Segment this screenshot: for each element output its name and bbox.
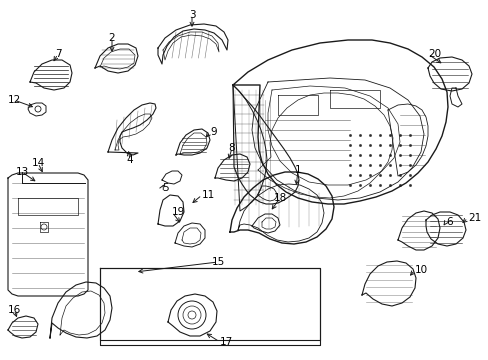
Text: 16: 16: [7, 305, 20, 315]
Text: 9: 9: [209, 127, 216, 137]
Text: 15: 15: [211, 257, 224, 267]
Text: 19: 19: [172, 207, 185, 217]
Text: 14: 14: [31, 158, 44, 168]
Text: 6: 6: [445, 217, 452, 227]
Text: 13: 13: [15, 167, 29, 177]
Text: 11: 11: [202, 190, 215, 200]
Text: 7: 7: [55, 49, 61, 59]
Text: 10: 10: [414, 265, 427, 275]
Text: 2: 2: [108, 33, 115, 43]
Text: 3: 3: [188, 10, 195, 20]
Text: 18: 18: [273, 193, 286, 203]
Text: 5: 5: [162, 183, 168, 193]
Text: 21: 21: [467, 213, 480, 223]
Text: 4: 4: [126, 155, 133, 165]
Text: 1: 1: [294, 165, 301, 175]
Text: 17: 17: [220, 337, 233, 347]
Text: 8: 8: [228, 143, 235, 153]
Text: 12: 12: [7, 95, 20, 105]
Text: 20: 20: [427, 49, 440, 59]
